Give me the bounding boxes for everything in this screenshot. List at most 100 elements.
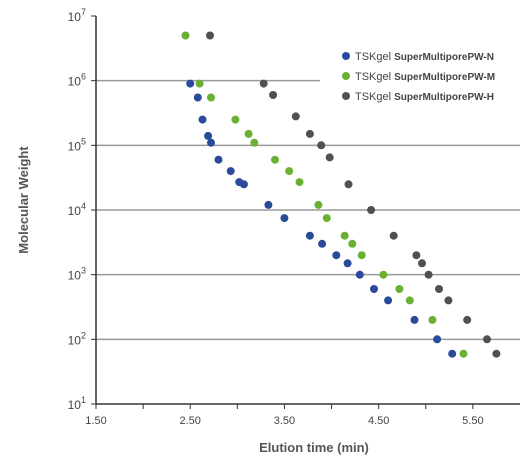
legend-entry-bg-2 (320, 87, 520, 104)
data-point-series-1-16 (405, 296, 414, 305)
data-point-series-2-9 (389, 231, 398, 240)
legend-label-suffix: SuperMultiporePW-M (394, 72, 495, 83)
data-point-series-2-4 (305, 129, 314, 138)
data-point-series-0-13 (332, 251, 341, 260)
data-point-series-1-7 (285, 167, 294, 176)
x-tick-label-3: 4.50 (368, 415, 389, 427)
y-tick-exponent: 5 (81, 136, 86, 146)
legend-marker-2 (342, 92, 350, 100)
data-point-series-0-10 (280, 214, 289, 223)
data-point-series-0-12 (318, 239, 327, 248)
data-point-series-0-1 (193, 93, 202, 102)
data-point-series-1-3 (231, 115, 240, 124)
y-tick-label-3: 103 (68, 266, 86, 283)
x-axis-title: Elution time (min) (259, 440, 369, 455)
y-tick-exponent: 3 (81, 266, 86, 276)
y-tick-exponent: 4 (81, 201, 86, 211)
data-point-series-2-11 (418, 259, 426, 268)
data-point-series-2-12 (424, 270, 433, 279)
data-point-series-1-13 (357, 251, 366, 260)
y-tick-label-6: 106 (68, 72, 86, 89)
data-point-series-0-18 (410, 315, 419, 324)
data-point-series-1-11 (340, 231, 349, 240)
y-tick-base: 10 (68, 75, 82, 89)
legend-label-prefix: TSKgel (355, 71, 394, 83)
legend-label-suffix: SuperMultiporePW-N (394, 52, 494, 63)
data-point-series-2-1 (259, 79, 268, 88)
data-point-series-1-4 (244, 129, 253, 138)
data-point-series-2-7 (344, 180, 353, 189)
legend-label-suffix: SuperMultiporePW-H (394, 92, 494, 103)
data-point-series-0-6 (226, 167, 235, 176)
data-point-series-0-5 (214, 155, 223, 164)
data-point-series-2-0 (206, 31, 214, 40)
data-point-series-1-17 (428, 315, 437, 324)
legend-marker-1 (342, 72, 350, 80)
data-point-series-2-3 (291, 112, 300, 121)
data-point-series-0-8 (239, 180, 248, 189)
y-tick-base: 10 (68, 139, 82, 153)
data-point-series-0-17 (384, 296, 393, 305)
data-point-series-1-14 (379, 270, 388, 279)
y-tick-exponent: 6 (81, 72, 86, 82)
y-tick-label-7: 107 (68, 7, 86, 24)
data-point-series-1-0 (181, 31, 190, 40)
data-point-series-1-9 (314, 200, 323, 209)
legend-label-1: TSKgel SuperMultiporePW-M (355, 71, 495, 83)
data-point-series-0-2 (198, 115, 207, 124)
y-tick-exponent: 7 (81, 7, 86, 17)
data-point-series-2-10 (412, 251, 421, 260)
x-tick-label-4: 5.50 (462, 415, 483, 427)
x-tick-label-2: 3.50 (274, 415, 295, 427)
y-tick-label-1: 101 (68, 395, 86, 412)
y-tick-base: 10 (68, 333, 82, 347)
y-tick-base: 10 (68, 269, 82, 283)
legend-label-0: TSKgel SuperMultiporePW-N (355, 51, 494, 63)
data-point-series-1-12 (348, 239, 357, 248)
legend-marker-0 (342, 52, 350, 60)
data-point-series-1-1 (195, 79, 204, 88)
legend-label-prefix: TSKgel (355, 51, 394, 63)
legend-label-prefix: TSKgel (355, 91, 394, 103)
data-point-series-1-6 (271, 155, 279, 164)
data-point-series-1-10 (322, 214, 331, 223)
data-point-series-2-17 (492, 349, 501, 358)
data-point-series-0-14 (343, 259, 352, 268)
y-tick-exponent: 1 (81, 395, 86, 405)
x-tick-label-0: 1.50 (85, 415, 106, 427)
data-point-series-0-4 (207, 138, 215, 147)
legend-entry-bg-0 (320, 47, 520, 64)
grid-lines (96, 79, 520, 341)
data-point-series-0-19 (433, 335, 442, 344)
y-tick-label-4: 104 (68, 201, 86, 218)
data-point-series-2-15 (463, 315, 472, 324)
y-tick-exponent: 2 (81, 330, 86, 340)
data-point-series-1-5 (250, 138, 259, 147)
data-point-series-2-8 (367, 206, 376, 214)
y-tick-base: 10 (68, 10, 82, 24)
legend-label-2: TSKgel SuperMultiporePW-H (355, 91, 494, 103)
y-tick-label-2: 102 (68, 330, 86, 347)
y-tick-base: 10 (68, 204, 82, 218)
data-point-series-1-18 (459, 349, 468, 358)
data-point-series-0-9 (264, 200, 273, 209)
data-point-series-2-14 (444, 296, 453, 305)
y-tick-base: 10 (68, 398, 82, 412)
y-axis-title: Molecular Weight (16, 146, 31, 254)
data-point-series-0-3 (204, 131, 213, 140)
data-point-series-1-2 (207, 93, 215, 102)
data-point-series-2-16 (483, 335, 491, 344)
data-point-series-2-5 (317, 141, 326, 150)
data-point-series-0-16 (370, 285, 378, 293)
legend-entry-bg-1 (320, 67, 520, 84)
data-points (181, 31, 501, 358)
x-tick-label-1: 2.50 (180, 415, 201, 427)
data-point-series-2-2 (269, 91, 278, 99)
data-point-series-1-15 (395, 285, 404, 293)
data-point-series-0-11 (305, 231, 314, 240)
y-tick-label-5: 105 (68, 136, 86, 153)
data-point-series-0-0 (186, 79, 195, 88)
